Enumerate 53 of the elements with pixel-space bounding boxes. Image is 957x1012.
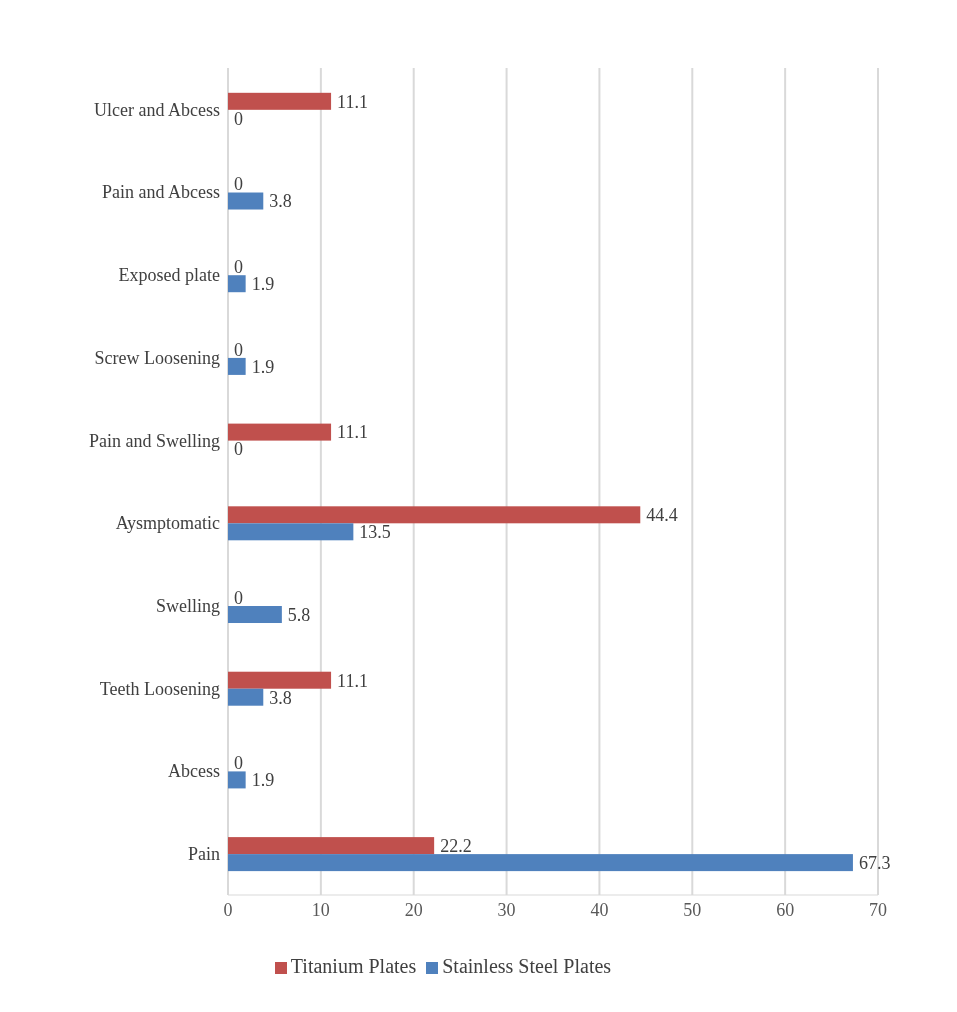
data-label: 0	[234, 439, 243, 460]
bar	[228, 671, 332, 689]
y-tick-label: Swelling	[155, 595, 220, 616]
x-tick-label: 30	[497, 899, 516, 920]
data-label: 3.8	[269, 191, 292, 212]
bar	[228, 606, 282, 624]
data-label: 0	[234, 587, 243, 608]
bar	[228, 837, 435, 855]
y-tick-label: Pain and Abcess	[102, 182, 220, 203]
data-label: 11.1	[337, 91, 368, 112]
data-label: 5.8	[287, 604, 311, 625]
y-tick-label: Teeth Loosening	[99, 678, 220, 699]
x-tick-label: 70	[869, 899, 887, 920]
data-label: 11.1	[337, 422, 368, 443]
y-tick-label: Abcess	[168, 761, 220, 782]
bar	[228, 423, 332, 441]
y-tick-label: Pain and Swelling	[89, 430, 220, 451]
y-tick-label: Pain	[187, 844, 220, 865]
x-tick-label: 40	[590, 899, 609, 920]
data-label: 11.1	[337, 670, 368, 691]
y-tick-label: Ulcer and Abcess	[94, 99, 220, 120]
data-label: 0	[234, 753, 243, 774]
y-tick-label: Exposed plate	[118, 265, 220, 286]
data-label: 44.4	[646, 505, 678, 526]
bar	[228, 854, 853, 872]
data-label: 3.8	[269, 687, 292, 708]
legend-label: Stainless Steel Plates	[442, 955, 612, 977]
data-label: 0	[234, 108, 243, 129]
x-tick-label: 20	[404, 899, 423, 920]
x-tick-label: 0	[223, 899, 233, 920]
data-label: 0	[234, 339, 243, 360]
data-label: 0	[234, 174, 243, 195]
bar	[228, 192, 264, 210]
data-label: 1.9	[251, 274, 275, 295]
x-tick-label: 50	[683, 899, 702, 920]
data-label: 13.5	[359, 522, 391, 543]
bar	[228, 357, 246, 375]
data-label: 67.3	[858, 852, 891, 873]
data-label: 1.9	[251, 356, 275, 377]
legend-label: Titanium Plates	[290, 955, 417, 977]
bar	[228, 92, 332, 110]
bar	[228, 523, 354, 541]
bar	[228, 771, 246, 789]
bar	[228, 506, 641, 524]
y-tick-label: Screw Loosening	[94, 347, 220, 368]
data-label: 1.9	[251, 770, 275, 791]
y-tick-label: Aysmptomatic	[115, 513, 220, 534]
bar	[228, 688, 264, 706]
x-tick-label: 60	[776, 899, 795, 920]
data-label: 0	[234, 257, 243, 278]
bar	[228, 275, 246, 293]
data-label: 22.2	[440, 835, 472, 856]
x-tick-label: 10	[311, 899, 330, 920]
